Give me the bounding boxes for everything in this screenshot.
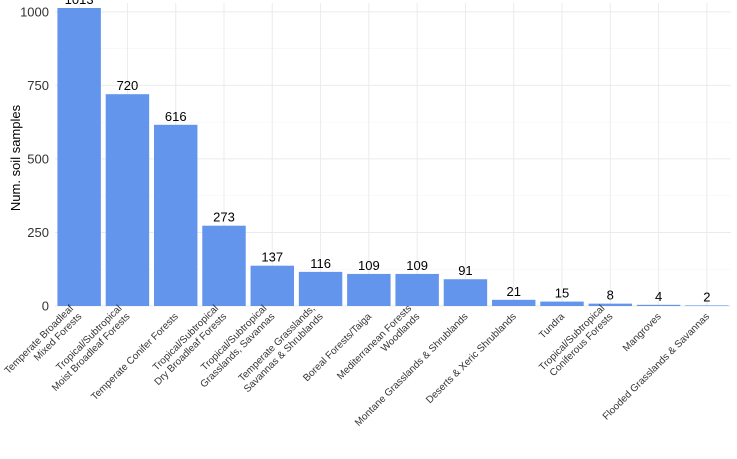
- bar: [588, 303, 633, 306]
- data-label: 21: [506, 284, 520, 299]
- y-axis-title: Num. soil samples: [8, 104, 23, 211]
- data-labels: 1013 720 616 273 137 116 109 109 91 21 15 8 4 2: [65, 0, 711, 304]
- data-label: 8: [607, 288, 614, 303]
- bar: [105, 94, 150, 306]
- data-label: 91: [458, 263, 472, 278]
- x-tick-label: Tropical/SubtropicalConiferous Forests: [537, 303, 615, 381]
- data-label: 1013: [65, 0, 94, 7]
- data-label: 4: [655, 289, 662, 304]
- bar: [636, 304, 681, 306]
- bar: [153, 124, 198, 306]
- bar: [57, 8, 101, 306]
- data-label: 616: [165, 109, 187, 124]
- data-label: 109: [406, 258, 428, 273]
- x-tick-label: Tundra: [537, 311, 567, 341]
- x-tick-label: Flooded Grasslands & Savannas: [601, 311, 712, 422]
- data-label: 2: [703, 289, 710, 304]
- data-label: 15: [555, 286, 569, 301]
- bar: [347, 273, 391, 306]
- bar: [491, 299, 536, 306]
- y-axis-ticks: 0 250 500 750 1000: [20, 4, 49, 313]
- data-label: 109: [358, 258, 380, 273]
- x-axis-ticks: Temperate BroadleafMixed ForestsTropical…: [3, 303, 712, 429]
- bar: [298, 271, 343, 306]
- bars: [57, 8, 729, 306]
- data-label: 116: [310, 256, 331, 271]
- data-label: 137: [261, 250, 283, 265]
- y-tick-label: 500: [27, 151, 49, 166]
- bar: [540, 301, 584, 306]
- x-tick-label: Deserts & Xeric Shrublands: [424, 311, 519, 406]
- bar: [395, 273, 439, 306]
- data-label: 273: [213, 210, 235, 225]
- y-tick-label: 1000: [20, 4, 49, 19]
- bar: [443, 279, 488, 306]
- bar: [250, 265, 295, 306]
- y-tick-label: 750: [27, 78, 49, 93]
- x-tick-label: Mangroves: [621, 311, 664, 354]
- y-tick-label: 0: [42, 299, 49, 314]
- bar: [202, 225, 246, 306]
- data-label: 720: [117, 78, 139, 93]
- y-tick-label: 250: [27, 225, 49, 240]
- bar: [685, 305, 729, 306]
